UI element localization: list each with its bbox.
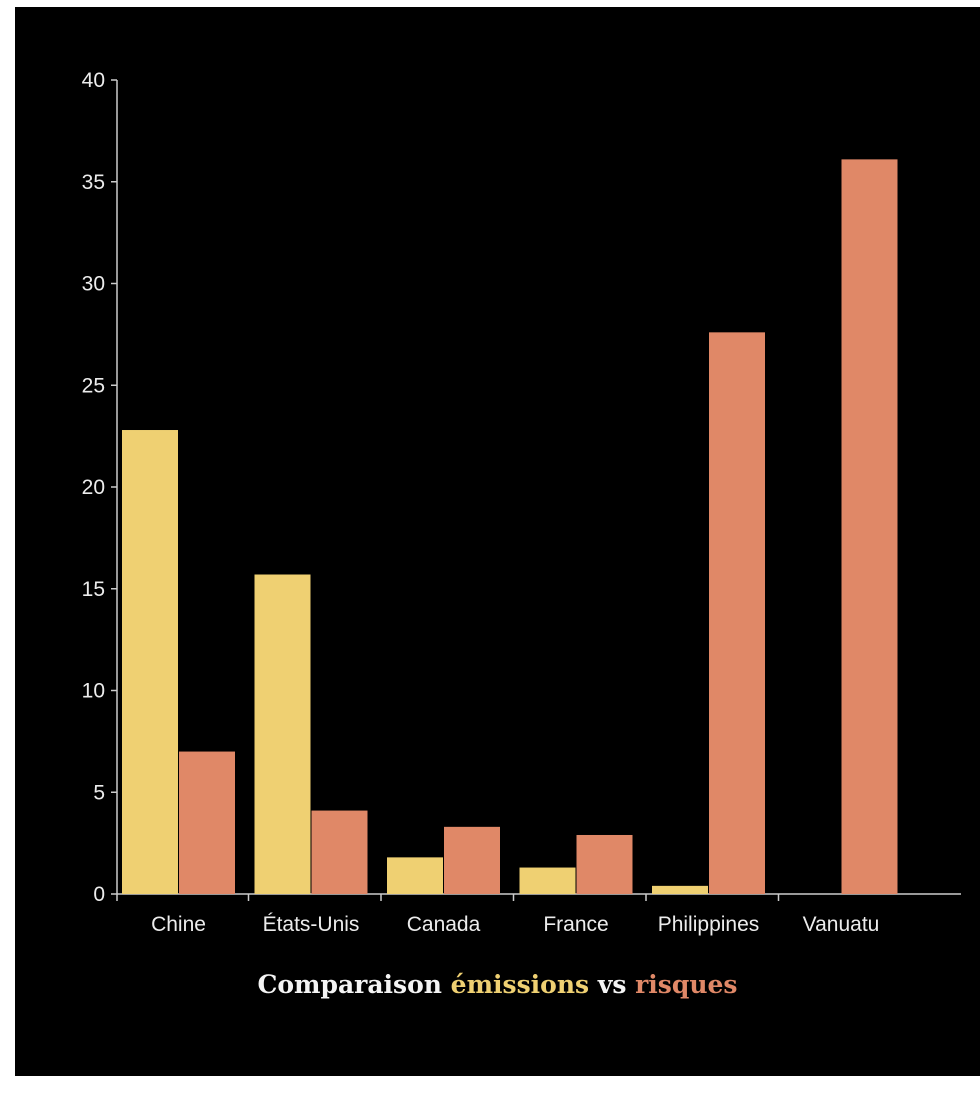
y-tick-label: 15 — [82, 578, 105, 601]
bar-risques — [576, 834, 633, 894]
y-tick-label: 20 — [82, 476, 105, 499]
bar-risques — [841, 159, 898, 895]
x-tick-label: États-Unis — [263, 913, 360, 936]
y-tick-label: 40 — [82, 69, 105, 92]
x-axis: Chine États-Unis Canada France Philippines Va… — [116, 893, 961, 936]
bar-chart: 0 5 10 15 20 25 30 35 40 Chine États-Unis Canada Fr… — [82, 69, 961, 936]
y-tick-label: 0 — [93, 883, 105, 906]
x-tick-label: Philippines — [658, 913, 760, 936]
title-risques-word: risques — [635, 970, 738, 999]
title-vs: vs — [589, 970, 636, 999]
bar-emissions — [652, 885, 708, 894]
chart-panel: 0 5 10 15 20 25 30 35 40 Chine États-Unis Canada Fr… — [15, 7, 980, 1076]
bar-emissions — [122, 430, 178, 894]
y-axis: 0 5 10 15 20 25 30 35 40 — [82, 69, 118, 906]
x-tick-label: France — [543, 913, 608, 936]
title-prefix: Comparaison — [257, 970, 451, 999]
y-tick-label: 5 — [93, 781, 105, 804]
x-tick-label: Canada — [407, 913, 481, 936]
y-tick-label: 10 — [82, 680, 105, 703]
bar-risques — [179, 751, 235, 894]
bars — [122, 159, 898, 895]
x-tick-label: Vanuatu — [803, 913, 880, 936]
y-tick-label: 35 — [82, 171, 105, 194]
x-tick-label: Chine — [151, 913, 206, 936]
bar-risques — [444, 826, 500, 894]
bar-risques — [709, 332, 765, 895]
bar-emissions — [254, 574, 311, 894]
bar-emissions — [387, 857, 443, 894]
bar-risques — [311, 810, 368, 894]
bar-emissions — [519, 867, 576, 894]
title-emissions-word: émissions — [450, 970, 590, 999]
chart-title: Comparaison émissions vs risques — [15, 970, 980, 999]
y-tick-label: 30 — [82, 273, 105, 296]
y-tick-label: 25 — [82, 374, 105, 397]
